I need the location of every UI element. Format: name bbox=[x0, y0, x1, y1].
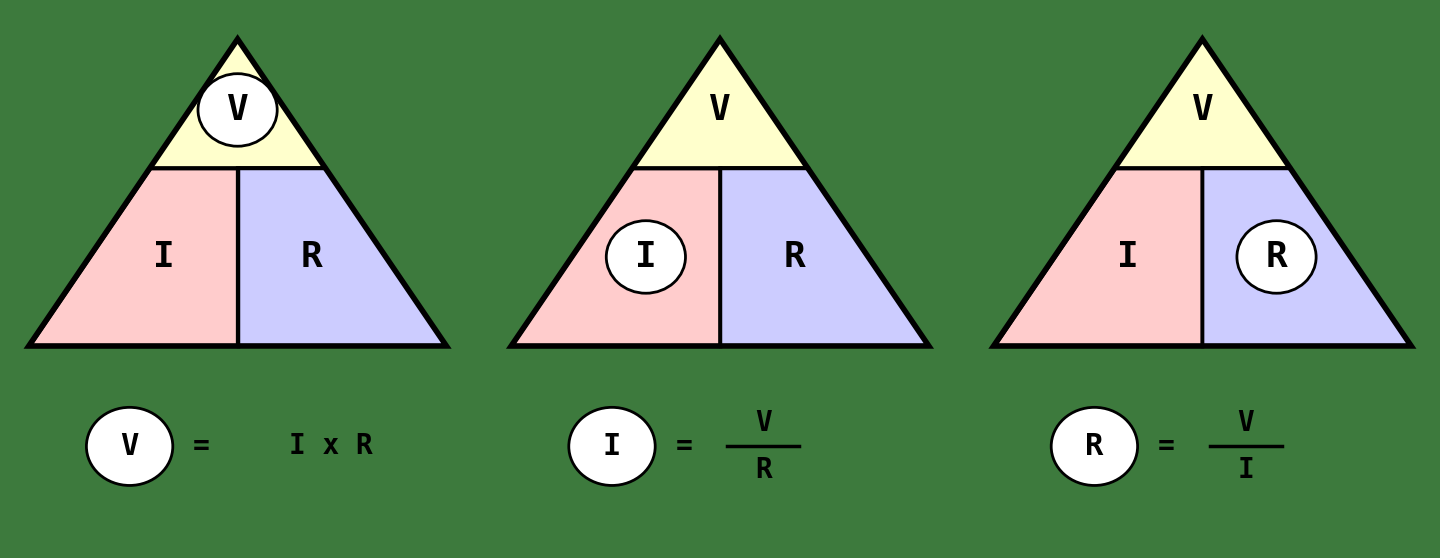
Text: R: R bbox=[1266, 240, 1287, 274]
Text: I: I bbox=[603, 432, 621, 461]
Text: I x R: I x R bbox=[289, 432, 373, 460]
Polygon shape bbox=[238, 168, 446, 346]
Text: R: R bbox=[301, 240, 323, 274]
Ellipse shape bbox=[1051, 407, 1138, 485]
Text: R: R bbox=[1086, 432, 1103, 461]
Ellipse shape bbox=[569, 407, 655, 485]
Text: R: R bbox=[783, 240, 805, 274]
Ellipse shape bbox=[1237, 220, 1316, 293]
Polygon shape bbox=[29, 168, 238, 346]
Text: =: = bbox=[675, 432, 693, 460]
Text: I: I bbox=[153, 240, 174, 274]
Text: V: V bbox=[1237, 409, 1254, 437]
Text: I: I bbox=[1237, 456, 1254, 484]
Text: I: I bbox=[1117, 240, 1139, 274]
Ellipse shape bbox=[606, 220, 685, 293]
Polygon shape bbox=[1115, 39, 1290, 168]
Text: V: V bbox=[708, 93, 732, 127]
Polygon shape bbox=[150, 39, 325, 168]
Text: =: = bbox=[1158, 432, 1175, 460]
Polygon shape bbox=[511, 168, 720, 346]
Text: V: V bbox=[1191, 93, 1214, 127]
Polygon shape bbox=[1202, 168, 1411, 346]
Text: R: R bbox=[755, 456, 772, 484]
Text: V: V bbox=[755, 409, 772, 437]
Polygon shape bbox=[994, 168, 1202, 346]
Polygon shape bbox=[720, 168, 929, 346]
Polygon shape bbox=[632, 39, 808, 168]
Text: =: = bbox=[193, 432, 210, 460]
Ellipse shape bbox=[199, 74, 278, 146]
Text: I: I bbox=[635, 240, 657, 274]
Text: V: V bbox=[226, 93, 249, 127]
Ellipse shape bbox=[86, 407, 173, 485]
Text: V: V bbox=[121, 432, 138, 461]
